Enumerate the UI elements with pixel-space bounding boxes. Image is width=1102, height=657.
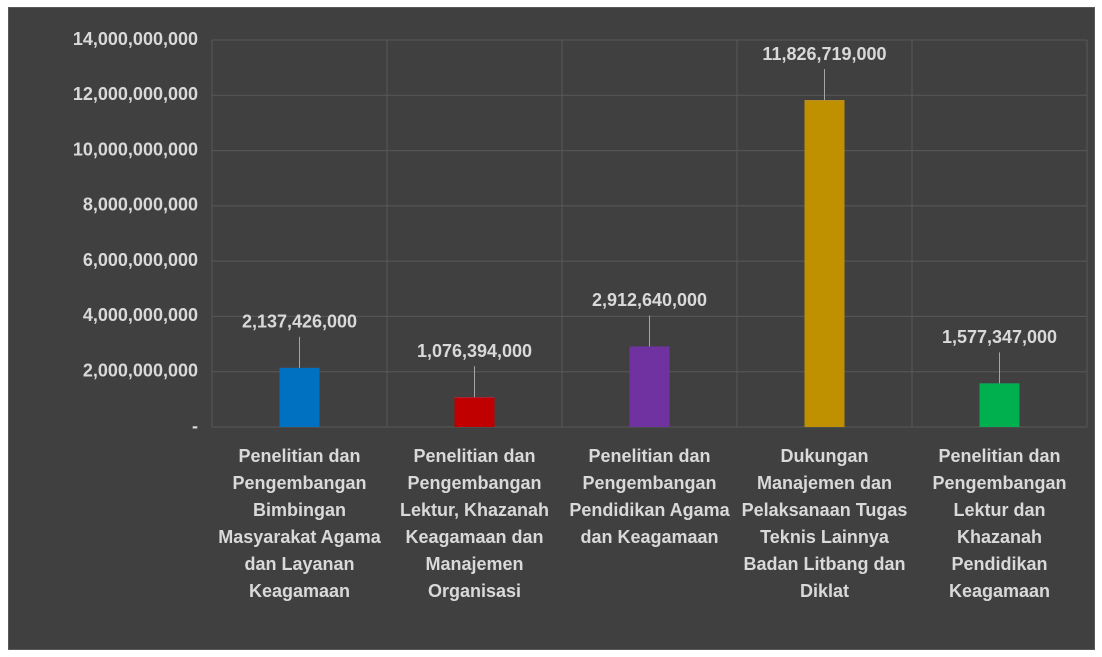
y-tick-label: 12,000,000,000 [73,84,198,104]
x-tick-label: Dukungan Manajemen dan Pelaksanaan Tugas… [741,446,908,601]
y-tick-label: 10,000,000,000 [73,139,198,159]
chart-area [8,7,1095,650]
y-tick-label: 14,000,000,000 [73,29,198,49]
bar [454,397,495,427]
y-tick-label: 2,000,000,000 [83,360,198,380]
x-tick-label: Penelitian dan Pengembangan Lektur, Khaz… [399,446,550,601]
bar [629,346,670,427]
y-tick-label: 4,000,000,000 [83,305,198,325]
y-tick-label: - [192,416,198,436]
x-tick-label: Penelitian dan Pengembangan Lektur dan K… [932,446,1067,601]
bar [804,100,845,428]
data-label: 2,137,426,000 [242,312,357,332]
x-tick-label: Penelitian dan Pengembangan Pendidikan A… [569,446,730,547]
data-label: 1,577,347,000 [942,327,1057,347]
x-tick-label: Penelitian dan Pengembangan Bimbingan Ma… [218,446,381,601]
y-tick-label: 6,000,000,000 [83,250,198,270]
data-label: 11,826,719,000 [762,44,886,64]
bar [279,367,320,427]
data-label: 2,912,640,000 [592,290,707,310]
data-label: 1,076,394,000 [417,341,532,361]
y-tick-label: 8,000,000,000 [83,195,198,215]
bar [979,383,1020,427]
